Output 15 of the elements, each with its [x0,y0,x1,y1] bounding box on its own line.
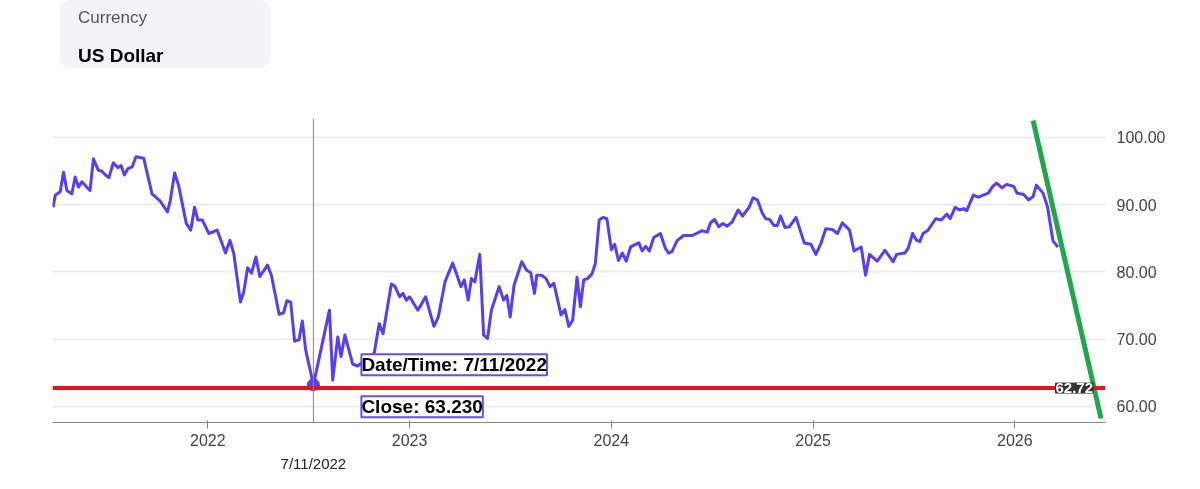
ref-line-label: 7/11/2022 [280,454,347,472]
text: Currency [78,7,148,29]
x-tick-label: 2022 [190,431,226,449]
y-tick-label: 90.00 [1116,196,1157,214]
y-tick-label: 100.00 [1116,129,1166,147]
x-tick-label: 2023 [391,431,428,449]
x-tick-label: 2025 [795,431,831,449]
text: US Dollar [78,44,165,69]
x-tick-label: 2024 [593,431,630,449]
x-tick-label: 2026 [997,431,1033,449]
y-tick-label: 60.00 [1116,398,1157,416]
y-tick-label: 70.00 [1116,331,1157,349]
y-tick-label: 80.00 [1116,263,1157,281]
annotation: Close: 63.230 [361,396,483,418]
ref-line-label: 62.72 [1055,379,1094,397]
